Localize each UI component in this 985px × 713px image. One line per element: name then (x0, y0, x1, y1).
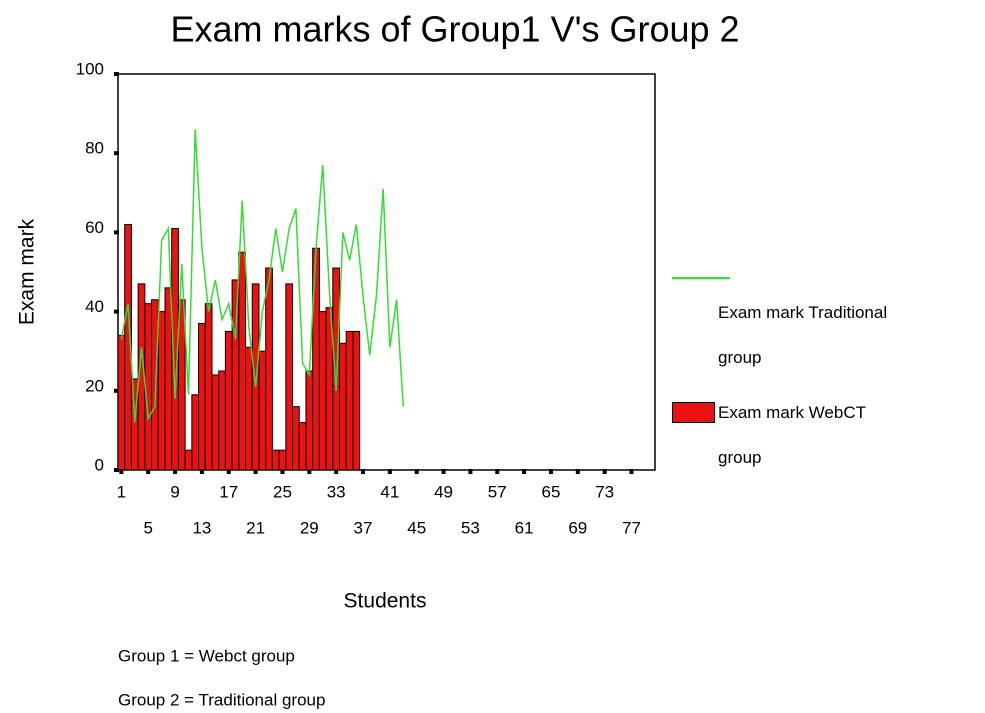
legend: Exam mark Traditional group Exam mark Web… (672, 260, 972, 490)
bar (285, 283, 294, 471)
y-axis-label: Exam mark (16, 218, 39, 325)
legend-label: Exam mark Traditional group (718, 303, 888, 367)
bar (198, 322, 206, 471)
bar (164, 287, 173, 471)
y-tick-label: 40 (85, 297, 104, 316)
x-tick-label: 21 (246, 518, 265, 537)
legend-swatch (672, 277, 730, 279)
x-tick-label: 57 (488, 482, 507, 501)
annotation: Group 2 = Traditional group (118, 690, 325, 709)
y-tick-label: 0 (95, 455, 104, 474)
bar (231, 279, 240, 471)
x-tick-label: 65 (541, 482, 560, 501)
bar (292, 406, 300, 471)
x-tick-label: 61 (515, 518, 534, 537)
bar (184, 449, 193, 471)
bar (117, 334, 126, 471)
bar (151, 299, 159, 471)
bar (332, 267, 341, 471)
bar (339, 342, 347, 471)
bar (224, 330, 233, 471)
bar (345, 330, 354, 471)
bar (124, 223, 132, 471)
bar (157, 311, 166, 471)
annotation: Group 1 = Webct group (118, 646, 295, 665)
bar (271, 449, 280, 471)
x-axis-label: Students (344, 590, 427, 613)
x-tick-label: 37 (354, 518, 373, 537)
bar (218, 370, 226, 471)
x-tick-label: 69 (568, 518, 587, 537)
x-tick-label: 33 (327, 482, 346, 501)
bar (265, 267, 273, 471)
y-tick-label: 20 (85, 376, 104, 395)
x-tick-label: 5 (143, 518, 152, 537)
x-tick-label: 41 (380, 482, 399, 501)
x-tick-label: 17 (219, 482, 238, 501)
x-tick-label: 45 (407, 518, 426, 537)
x-tick-label: 9 (170, 482, 179, 501)
bar (318, 311, 327, 471)
bar (238, 251, 247, 471)
x-tick-label: 77 (622, 518, 641, 537)
legend-label: Exam mark WebCT group (718, 403, 866, 467)
bar (352, 330, 361, 471)
bar (191, 394, 200, 471)
bar (251, 283, 260, 471)
x-tick-label: 49 (434, 482, 453, 501)
x-tick-label: 29 (300, 518, 319, 537)
bar (278, 449, 287, 471)
y-tick-label: 60 (85, 218, 104, 237)
bar (305, 370, 314, 471)
line (120, 129, 405, 423)
plot-frame (117, 73, 656, 471)
chart-title: Exam marks of Group1 V's Group 2 (170, 9, 739, 50)
x-tick-label: 1 (117, 482, 126, 501)
bar (245, 346, 253, 471)
y-tick-label: 100 (76, 59, 104, 78)
y-tick-label: 80 (85, 139, 104, 158)
x-tick-label: 25 (273, 482, 292, 501)
bar (204, 303, 213, 471)
bar (298, 421, 307, 471)
x-tick-label: 13 (192, 518, 211, 537)
legend-swatch (672, 402, 715, 423)
x-tick-label: 53 (461, 518, 480, 537)
bar (211, 374, 220, 471)
bar (177, 299, 186, 471)
x-tick-label: 73 (595, 482, 614, 501)
bar (258, 350, 267, 471)
